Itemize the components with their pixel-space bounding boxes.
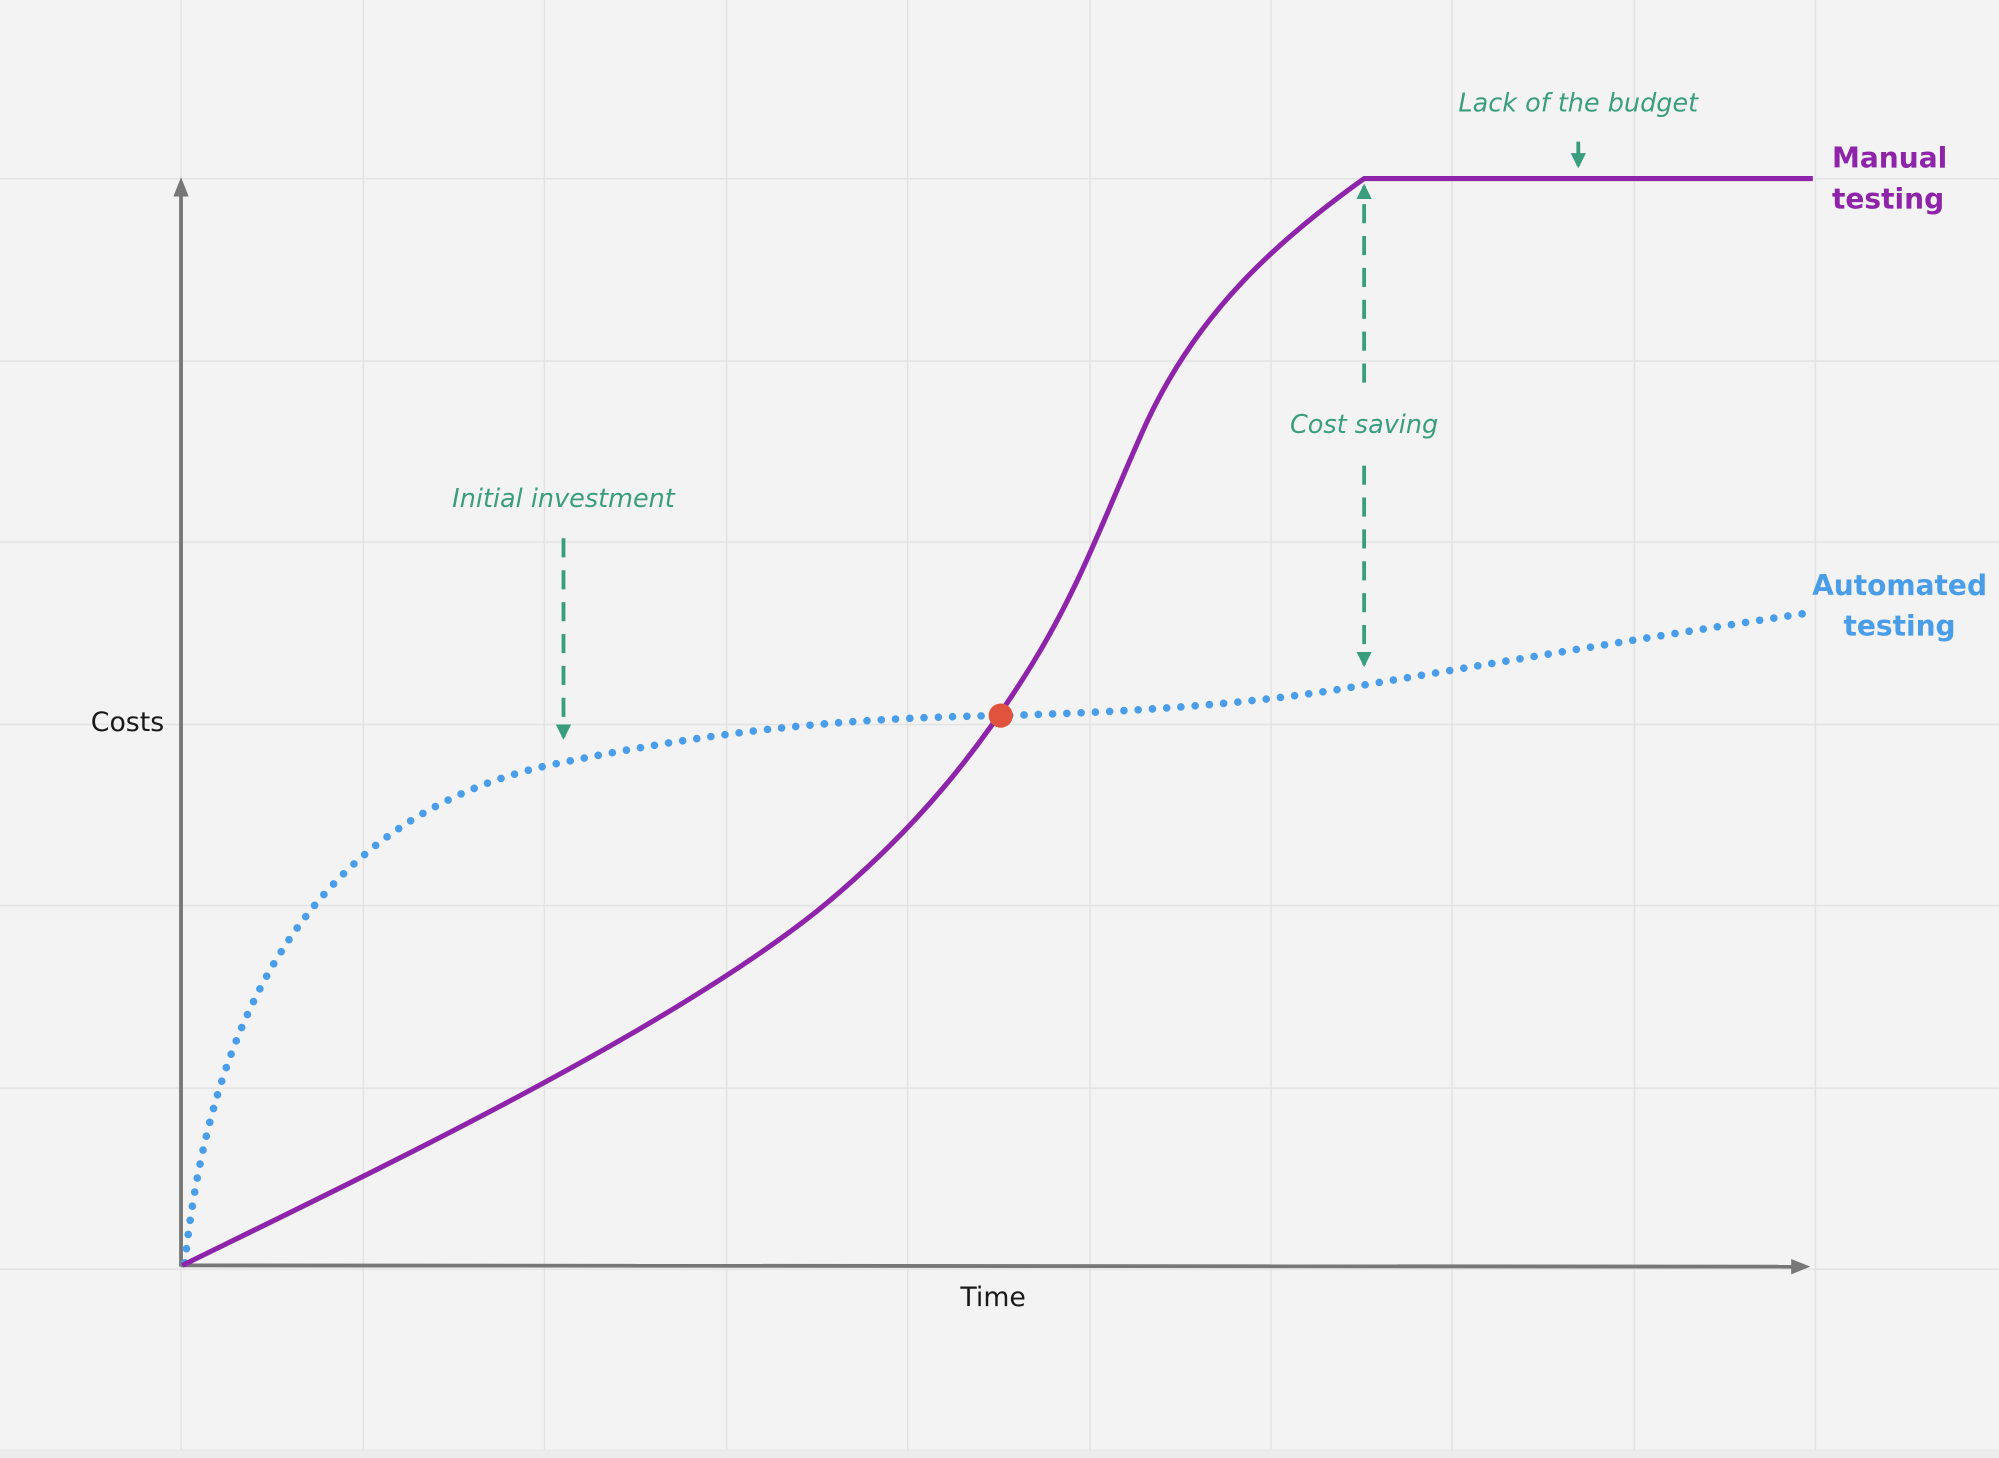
annotation: Lack of the budget [1458, 89, 1699, 119]
series-label: Manual [1832, 141, 1947, 174]
annotation: Initial investment [452, 484, 676, 514]
annotation: Cost saving [1290, 410, 1438, 440]
automated-curve [181, 608, 1817, 1267]
x-axis-label: Time [959, 1282, 1025, 1313]
break-even-point [988, 703, 1013, 728]
x-axis-arrow [1791, 1259, 1811, 1275]
y-axis-arrow [173, 177, 189, 197]
series-label: Automated [1812, 569, 1987, 602]
y-axis-label: Costs [91, 707, 164, 738]
series-label: testing [1832, 182, 1944, 215]
bottom-strip [0, 1450, 1999, 1458]
series-label: testing [1843, 610, 1955, 643]
x-axis [181, 1263, 1796, 1269]
